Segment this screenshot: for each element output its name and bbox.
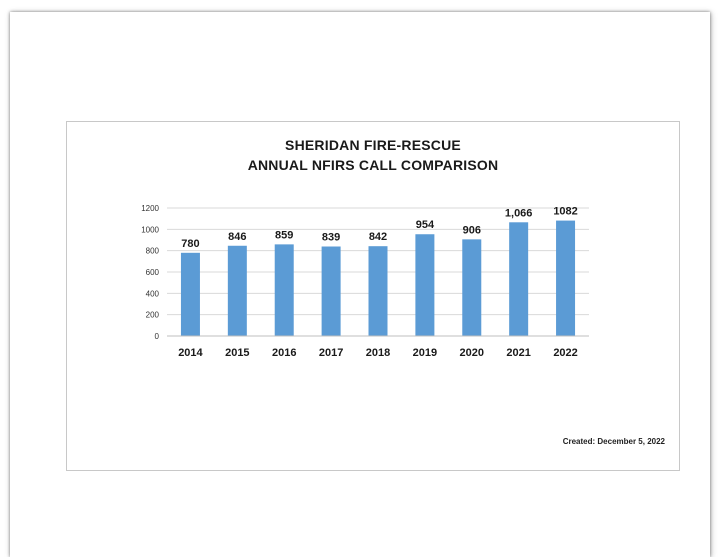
chart-container: SHERIDAN FIRE-RESCUE ANNUAL NFIRS CALL C…	[66, 121, 680, 471]
x-tick-label: 2019	[413, 347, 437, 359]
chart-title: SHERIDAN FIRE-RESCUE	[285, 137, 461, 153]
x-tick-label: 2018	[366, 347, 390, 359]
y-tick-label: 200	[146, 311, 160, 320]
bar	[180, 252, 200, 336]
data-label: 846	[228, 231, 246, 243]
y-tick-label: 600	[146, 268, 160, 277]
y-tick-label: 1000	[141, 225, 159, 234]
created-date: Created: December 5, 2022	[562, 437, 665, 446]
x-tick-label: 2016	[272, 347, 296, 359]
x-tick-label: 2017	[319, 347, 343, 359]
data-label: 906	[463, 224, 481, 236]
x-tick-label: 2022	[553, 347, 577, 359]
x-tick-label: 2021	[506, 347, 530, 359]
data-label: 842	[369, 231, 387, 243]
bar	[415, 234, 435, 336]
y-tick-label: 400	[146, 289, 160, 298]
bar	[509, 222, 529, 336]
data-label: 859	[275, 229, 293, 241]
data-label: 1082	[553, 206, 577, 218]
bar	[274, 244, 294, 336]
data-label: 1,066	[505, 207, 533, 219]
bar	[227, 245, 247, 336]
document-page: SHERIDAN FIRE-RESCUE ANNUAL NFIRS CALL C…	[10, 12, 710, 557]
bar-chart: 0 200 400 600 800 1000 1200 780 2014 846 2015 859 20…	[141, 204, 589, 359]
x-tick-label: 2015	[225, 347, 249, 359]
bar	[321, 246, 341, 336]
bar	[462, 239, 482, 336]
chart-subtitle: ANNUAL NFIRS CALL COMPARISON	[247, 157, 499, 173]
data-label: 839	[322, 232, 340, 244]
y-tick-label: 800	[146, 247, 160, 256]
x-tick-label: 2020	[460, 347, 484, 359]
y-tick-label: 0	[155, 332, 160, 341]
data-label: 954	[416, 219, 435, 231]
y-tick-label: 1200	[141, 204, 159, 213]
data-label: 780	[181, 238, 199, 250]
bar	[556, 220, 576, 336]
bar	[368, 246, 388, 336]
x-tick-label: 2014	[178, 347, 203, 359]
